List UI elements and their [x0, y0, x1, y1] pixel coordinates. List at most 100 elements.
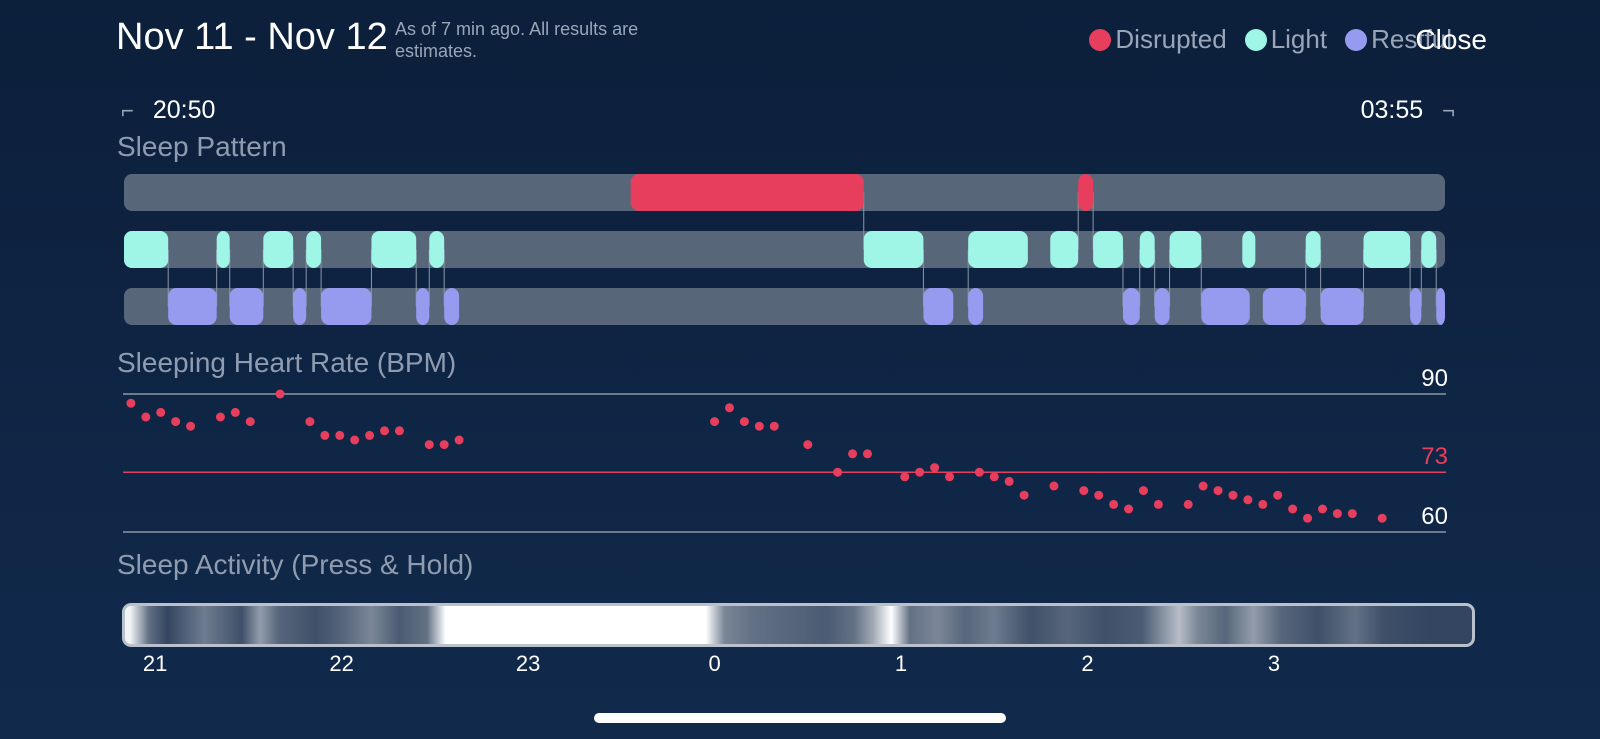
legend-label-restful: Restful [1371, 24, 1452, 54]
activity-tick-label: 23 [516, 651, 540, 676]
hr-data-point [1213, 486, 1223, 496]
time-range-end[interactable]: 03:55 ¬ [1361, 96, 1455, 125]
hr-data-point [974, 467, 984, 477]
hr-data-point [803, 440, 813, 450]
start-time-label: 20:50 [152, 96, 216, 124]
legend: Disrupted Light Restful [1071, 24, 1452, 55]
legend-label-light: Light [1270, 24, 1328, 54]
hr-data-point [724, 403, 734, 413]
hr-data-point [350, 435, 360, 445]
pattern-segment-light [1093, 231, 1123, 268]
pattern-segment-light [216, 231, 230, 268]
pattern-segment-light [1139, 231, 1155, 268]
hr-data-point [380, 426, 390, 436]
pattern-segment-restful [321, 288, 372, 325]
home-indicator[interactable] [594, 713, 1006, 723]
pattern-segment-disrupted [1078, 174, 1094, 211]
hr-data-point [1004, 476, 1014, 486]
hr-data-point [320, 430, 330, 440]
hr-data-point [1228, 490, 1238, 500]
activity-tick-label: 3 [1268, 651, 1280, 676]
pattern-segment-light [1050, 231, 1079, 268]
hr-data-point [1332, 509, 1342, 519]
hr-data-point [454, 435, 464, 445]
time-range-start[interactable]: ⌐ 20:50 [121, 96, 215, 125]
pattern-segment-light [1169, 231, 1202, 268]
pattern-segment-disrupted [630, 174, 864, 211]
pattern-segment-restful [1436, 288, 1445, 325]
hr-data-point [126, 398, 136, 408]
hr-data-point [989, 472, 999, 482]
legend-item-disrupted: Disrupted [1089, 24, 1227, 55]
heart-rate-title: Sleeping Heart Rate (BPM) [117, 347, 457, 378]
hr-data-point [365, 430, 375, 440]
hr-data-point [424, 440, 434, 450]
hr-data-point [141, 412, 151, 422]
hr-average-label: 73 [1421, 443, 1448, 470]
hr-data-point [394, 426, 404, 436]
status-subtitle: As of 7 min ago. All results are estimat… [395, 19, 639, 61]
hr-data-point [156, 407, 166, 417]
hr-data-point [930, 463, 940, 473]
hr-data-point [1138, 486, 1148, 496]
pattern-segment-restful [293, 288, 307, 325]
legend-item-restful: Restful [1345, 24, 1452, 55]
hr-data-point [1094, 490, 1104, 500]
close-button[interactable]: Close [1415, 24, 1487, 55]
hr-data-point [769, 421, 779, 431]
pattern-segment-restful [1154, 288, 1170, 325]
hr-data-point [833, 467, 843, 477]
pattern-segment-light [1305, 231, 1321, 268]
hr-data-point [1019, 490, 1029, 500]
hr-data-point [1347, 509, 1357, 519]
hr-data-point [1317, 504, 1327, 514]
hr-tick-label: 90 [1421, 365, 1448, 392]
hr-data-point [215, 412, 225, 422]
sleep-pattern-title: Sleep Pattern [117, 131, 287, 162]
sleep-activity-bar[interactable] [122, 603, 1475, 647]
pattern-segment-restful [1122, 288, 1140, 325]
hr-data-point [915, 467, 925, 477]
hr-data-point [900, 472, 910, 482]
activity-tick-label: 1 [895, 651, 907, 676]
hr-data-point [1079, 486, 1089, 496]
pattern-segment-light [429, 231, 445, 268]
hr-data-point [1377, 513, 1387, 523]
hr-data-point [305, 417, 315, 427]
activity-tick-label: 22 [329, 651, 353, 676]
hr-data-point [171, 417, 181, 427]
hr-data-point [1109, 499, 1119, 509]
disrupted-dot-icon [1089, 28, 1112, 51]
pattern-segment-restful [1262, 288, 1306, 325]
pattern-segment-light [1363, 231, 1411, 268]
hr-data-point [1183, 499, 1193, 509]
start-bracket-icon: ⌐ [121, 98, 134, 123]
hr-data-point [1243, 495, 1253, 505]
hr-data-point [275, 389, 285, 399]
end-bracket-icon: ¬ [1442, 98, 1455, 123]
hr-data-point [245, 417, 255, 427]
pattern-segment-restful [968, 288, 984, 325]
end-time-label: 03:55 [1360, 96, 1424, 124]
hr-data-point [739, 417, 749, 427]
pattern-segment-restful [229, 288, 264, 325]
page-title: Nov 11 - Nov 12 [116, 16, 388, 58]
light-dot-icon [1244, 28, 1267, 51]
hr-data-point [1303, 513, 1313, 523]
hr-data-point [945, 472, 955, 482]
hr-data-point [754, 421, 764, 431]
pattern-segment-restful [923, 288, 954, 325]
activity-tick-label: 0 [708, 651, 720, 676]
hr-data-point [1049, 481, 1059, 491]
hr-tick-label: 60 [1421, 503, 1448, 530]
pattern-segment-restful [1320, 288, 1364, 325]
activity-tick-label: 21 [143, 651, 167, 676]
legend-item-light: Light [1244, 24, 1328, 55]
pattern-segment-light [1421, 231, 1437, 268]
hr-data-point [1124, 504, 1134, 514]
pattern-segment-light [263, 231, 294, 268]
hr-data-point [862, 449, 872, 459]
hr-data-point [1288, 504, 1298, 514]
hr-data-point [186, 421, 196, 431]
